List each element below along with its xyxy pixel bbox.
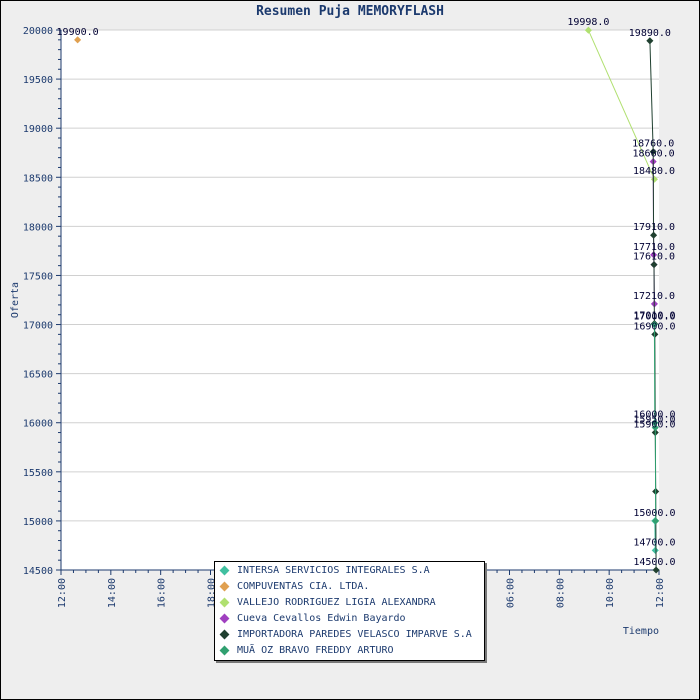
legend-item: MUÃ OZ BRAVO FREDDY ARTURO — [219, 645, 394, 661]
data-label: 15000.0 — [633, 508, 675, 519]
x-tick-label: 12:00 — [655, 578, 666, 608]
data-point — [652, 517, 660, 525]
data-point — [650, 321, 658, 329]
legend-label: COMPUVENTAS CIA. LTDA. — [237, 581, 370, 592]
data-label: 15950.0 — [633, 415, 675, 426]
legend-item: VALLEJO RODRIGUEZ LIGIA ALEXANDRA — [219, 597, 436, 613]
legend-marker-icon — [219, 645, 230, 655]
series-line — [587, 29, 655, 180]
y-tick-label: 15000 — [23, 517, 53, 528]
y-tick-label: 18500 — [23, 173, 53, 184]
legend-marker-icon — [219, 613, 230, 623]
data-point — [652, 566, 660, 574]
data-point — [646, 37, 654, 45]
legend-label: MUÃ OZ BRAVO FREDDY ARTURO — [237, 645, 394, 656]
legend-marker-icon — [219, 581, 230, 591]
data-point — [650, 231, 658, 239]
chart-legend: INTERSA SERVICIOS INTEGRALES S.A COMPUVEN… — [214, 561, 485, 661]
y-tick-label: 20000 — [23, 26, 53, 37]
legend-label: VALLEJO RODRIGUEZ LIGIA ALEXANDRA — [237, 597, 436, 608]
data-label: 14700.0 — [633, 537, 675, 548]
data-label: 18480.0 — [633, 166, 675, 177]
y-axis-label: Oferta — [10, 282, 21, 318]
x-tick-label: 06:00 — [506, 578, 517, 608]
legend-label: Cueva Cevallos Edwin Bayardo — [237, 613, 406, 624]
data-label: 19998.0 — [567, 17, 609, 28]
data-label: 18760.0 — [632, 139, 674, 150]
y-tick-label: 17500 — [23, 271, 53, 282]
data-label: 14500.0 — [633, 557, 675, 568]
data-label: 17610.0 — [633, 252, 675, 263]
x-tick-label: 14:00 — [107, 578, 118, 608]
data-point — [651, 424, 659, 432]
y-tick-label: 16500 — [23, 370, 53, 381]
chart-title: Resumen Puja MEMORYFLASH — [256, 4, 444, 19]
legend-label: IMPORTADORA PAREDES VELASCO IMPARVE S.A — [237, 629, 472, 640]
legend-label: INTERSA SERVICIOS INTEGRALES S.A — [237, 565, 430, 576]
y-tick-label: 15500 — [23, 468, 53, 479]
data-point — [651, 419, 659, 427]
legend-item: INTERSA SERVICIOS INTEGRALES S.A — [219, 565, 430, 581]
data-point — [651, 546, 659, 554]
x-tick-label: 10:00 — [605, 578, 616, 608]
x-tick-label: 18:00 — [207, 578, 218, 608]
y-tick-label: 17000 — [23, 321, 53, 332]
x-tick-label: 12:00 — [57, 578, 68, 608]
x-tick-label: 08:00 — [555, 578, 566, 608]
x-tick-label: 16:00 — [157, 578, 168, 608]
data-point — [650, 175, 658, 183]
series-line — [654, 520, 656, 551]
data-label: 18660.0 — [633, 149, 675, 160]
data-label: 19890.0 — [629, 28, 671, 39]
plot-area — [61, 30, 659, 570]
y-tick-label: 19500 — [23, 75, 53, 86]
legend-marker-icon — [219, 629, 230, 639]
data-point — [649, 148, 657, 156]
data-point — [584, 26, 592, 34]
y-tick-label: 18000 — [23, 222, 53, 233]
data-label: 16900.0 — [633, 321, 675, 332]
y-tick-label: 14500 — [23, 566, 53, 577]
legend-item: Cueva Cevallos Edwin Bayardo — [219, 613, 406, 629]
data-point — [650, 261, 658, 269]
data-label: 19900.0 — [57, 27, 99, 38]
data-label: 17710.0 — [633, 242, 675, 253]
data-label: 15900.0 — [633, 420, 675, 431]
data-label: 17010.0 — [633, 311, 675, 322]
legend-item: IMPORTADORA PAREDES VELASCO IMPARVE S.A — [219, 629, 472, 645]
legend-marker-icon — [219, 597, 230, 607]
data-label: 17910.0 — [633, 222, 675, 233]
x-axis-label: Tiempo — [623, 626, 659, 637]
y-tick-label: 19000 — [23, 124, 53, 135]
data-label: 17000.0 — [633, 312, 675, 323]
y-tick-label: 16000 — [23, 419, 53, 430]
data-label: 17210.0 — [633, 291, 675, 302]
legend-marker-icon — [219, 565, 230, 575]
legend-item: COMPUVENTAS CIA. LTDA. — [219, 581, 370, 597]
data-label: 16000.0 — [633, 410, 675, 421]
